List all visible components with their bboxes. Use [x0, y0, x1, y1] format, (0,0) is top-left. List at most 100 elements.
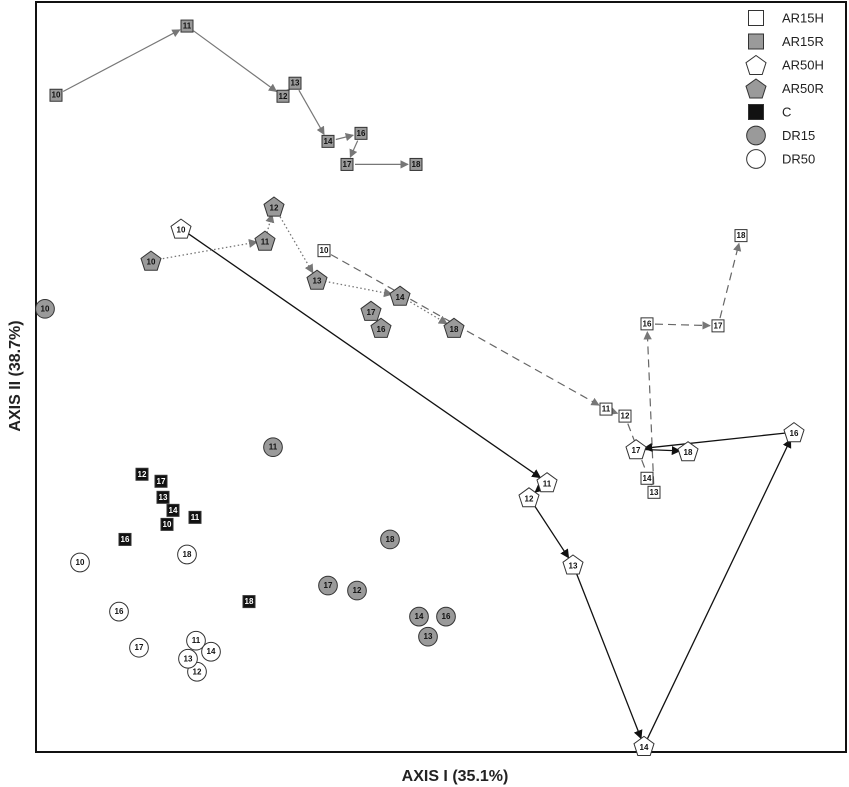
path-arrow-ar50r-14-to-18: [406, 299, 448, 325]
label-ar15h-16: 16: [643, 319, 652, 328]
point-ar50h-16: 16: [783, 421, 805, 443]
label-dr15-18: 18: [386, 535, 395, 544]
legend-item-dr15: DR15: [746, 125, 815, 146]
marker-dr50-11: [186, 630, 206, 651]
point-dr50-17: 17: [129, 637, 149, 658]
marker-dr15-12: [347, 580, 367, 601]
label-dr15-12: 12: [353, 586, 362, 595]
legend-marker-ar50r: [745, 78, 767, 99]
marker-ar50h-18: [677, 441, 699, 462]
path-arrow-ar15h-16-to-17: [654, 321, 711, 330]
label-ar50h-10: 10: [177, 226, 186, 235]
point-ar50h-14: 14: [633, 735, 655, 756]
point-dr15-18: 18: [380, 529, 400, 550]
label-dr50-14: 14: [207, 647, 216, 656]
path-arrow-ar15r-10-to-11: [62, 29, 181, 93]
label-c-14: 14: [169, 506, 178, 515]
point-dr15-16: 16: [436, 606, 456, 627]
point-ar50h-17: 17: [625, 439, 647, 460]
marker-ar50r-10: [140, 250, 162, 271]
label-ar15h-10: 10: [320, 246, 329, 255]
label-ar50h-13: 13: [569, 562, 578, 571]
marker-ar15r-18: [409, 157, 423, 171]
point-ar15h-14: 14: [640, 471, 654, 485]
point-dr50-11: 11: [186, 630, 206, 651]
legend-item-ar50r: AR50R: [745, 78, 824, 99]
legend-item-dr50: DR50: [746, 149, 815, 169]
point-ar15h-18: 18: [734, 229, 748, 243]
point-dr50-10: 10: [70, 552, 90, 573]
legend-label-ar15h: AR15H: [782, 11, 824, 26]
point-ar15h-12: 12: [618, 409, 632, 423]
label-ar50r-18: 18: [450, 325, 459, 334]
point-ar15r-18: 18: [409, 157, 423, 171]
point-ar15r-10: 10: [49, 88, 63, 102]
point-ar15h-10: 10: [317, 244, 331, 258]
label-ar15r-18: 18: [412, 160, 421, 169]
label-ar15r-11: 11: [183, 22, 192, 31]
marker-ar50h-16: [783, 421, 805, 443]
label-ar50h-11: 11: [543, 479, 552, 488]
label-c-17: 17: [157, 477, 166, 486]
legend: AR15H AR15R AR50H AR50R C DR15 DR50: [745, 10, 824, 169]
marker-dr50-17: [129, 637, 149, 658]
marker-c-12: [135, 467, 149, 481]
marker-c-13: [156, 490, 170, 504]
label-ar15r-16: 16: [357, 129, 366, 138]
marker-ar50h-17: [625, 439, 647, 460]
marker-ar15r-17: [340, 157, 354, 171]
marker-ar50h-13: [562, 554, 584, 575]
plot-frame: [35, 1, 847, 753]
point-c-17: 17: [154, 474, 168, 488]
marker-dr15-10: [35, 298, 55, 319]
point-ar50r-16: 16: [370, 317, 392, 338]
point-dr15-17: 17: [318, 575, 338, 596]
label-c-11: 11: [191, 513, 200, 522]
label-dr15-10: 10: [41, 304, 50, 313]
marker-dr15-16: [436, 606, 456, 627]
point-ar50r-11: 11: [254, 230, 276, 251]
path-arrow-ar50h-13-to-14: [575, 571, 643, 740]
marker-dr50-16: [109, 601, 129, 622]
label-c-18: 18: [245, 597, 254, 606]
point-ar15h-17: 17: [711, 319, 725, 333]
marker-dr50-13: [178, 648, 198, 669]
label-dr50-11: 11: [192, 636, 201, 645]
label-ar15h-18: 18: [737, 231, 746, 240]
label-dr50-17: 17: [135, 643, 144, 652]
marker-ar15h-14: [640, 471, 654, 485]
point-c-14: 14: [166, 503, 180, 517]
point-ar15r-12: 12: [276, 89, 290, 103]
label-ar50r-17: 17: [367, 308, 376, 317]
point-dr50-14: 14: [201, 641, 221, 662]
marker-ar15h-12: [618, 409, 632, 423]
marker-c-16: [118, 532, 132, 546]
path-arrow-ar50r-10-to-11: [158, 238, 258, 260]
marker-dr15-14: [409, 606, 429, 627]
point-dr15-10: 10: [35, 298, 55, 319]
path-arrow-ar15r-11-to-12: [193, 30, 278, 92]
marker-ar15h-10: [317, 244, 331, 258]
label-ar15h-14: 14: [643, 474, 652, 483]
label-c-16: 16: [121, 535, 130, 544]
marker-ar50r-13: [306, 269, 328, 290]
label-ar15h-12: 12: [621, 412, 630, 421]
point-ar15h-16: 16: [640, 317, 654, 331]
label-ar15h-17: 17: [714, 321, 723, 330]
marker-ar50r-18: [443, 317, 465, 338]
legend-label-ar50h: AR50H: [782, 58, 824, 73]
label-ar15r-12: 12: [279, 92, 288, 101]
legend-item-ar15h: AR15H: [748, 10, 824, 26]
legend-label-ar50r: AR50R: [782, 81, 824, 96]
marker-ar15h-13: [647, 485, 661, 499]
marker-dr15-13: [418, 626, 438, 647]
label-dr15-17: 17: [324, 581, 333, 590]
marker-dr15-18: [380, 529, 400, 550]
path-arrow-ar15r-13-to-14: [298, 89, 325, 136]
label-ar50r-13: 13: [313, 277, 322, 286]
path-arrow-ar50h-14-to-16: [646, 438, 792, 740]
path-arrow-ar50h-16-to-17: [643, 432, 787, 452]
legend-marker-ar15h: [748, 10, 764, 26]
